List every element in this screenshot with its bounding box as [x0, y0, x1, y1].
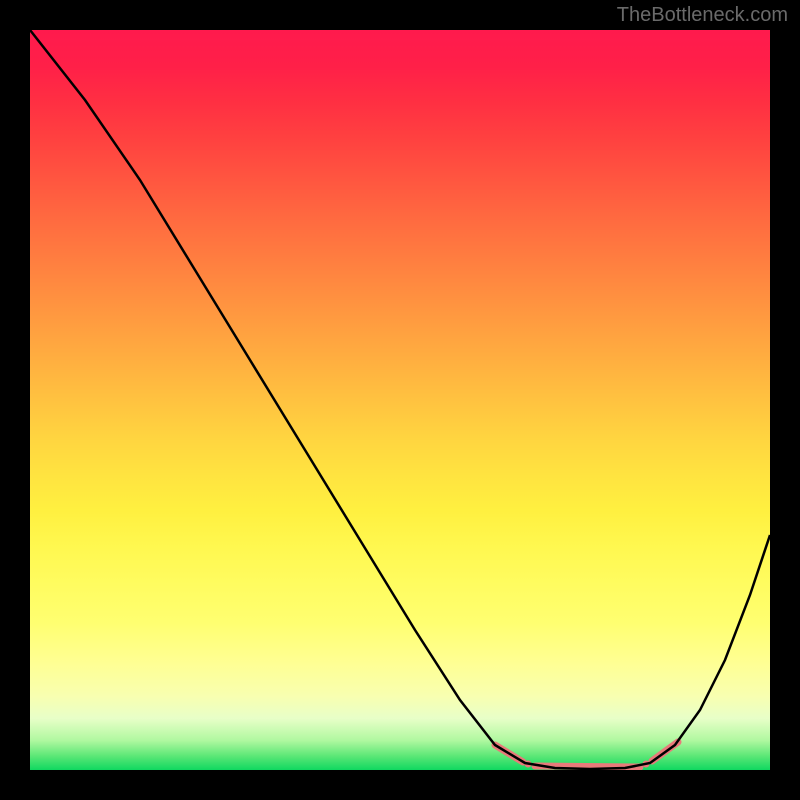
watermark-text: TheBottleneck.com — [617, 4, 788, 27]
curve-overlay — [30, 30, 770, 770]
bottleneck-chart — [30, 30, 770, 770]
bottleneck-curve — [30, 30, 770, 769]
